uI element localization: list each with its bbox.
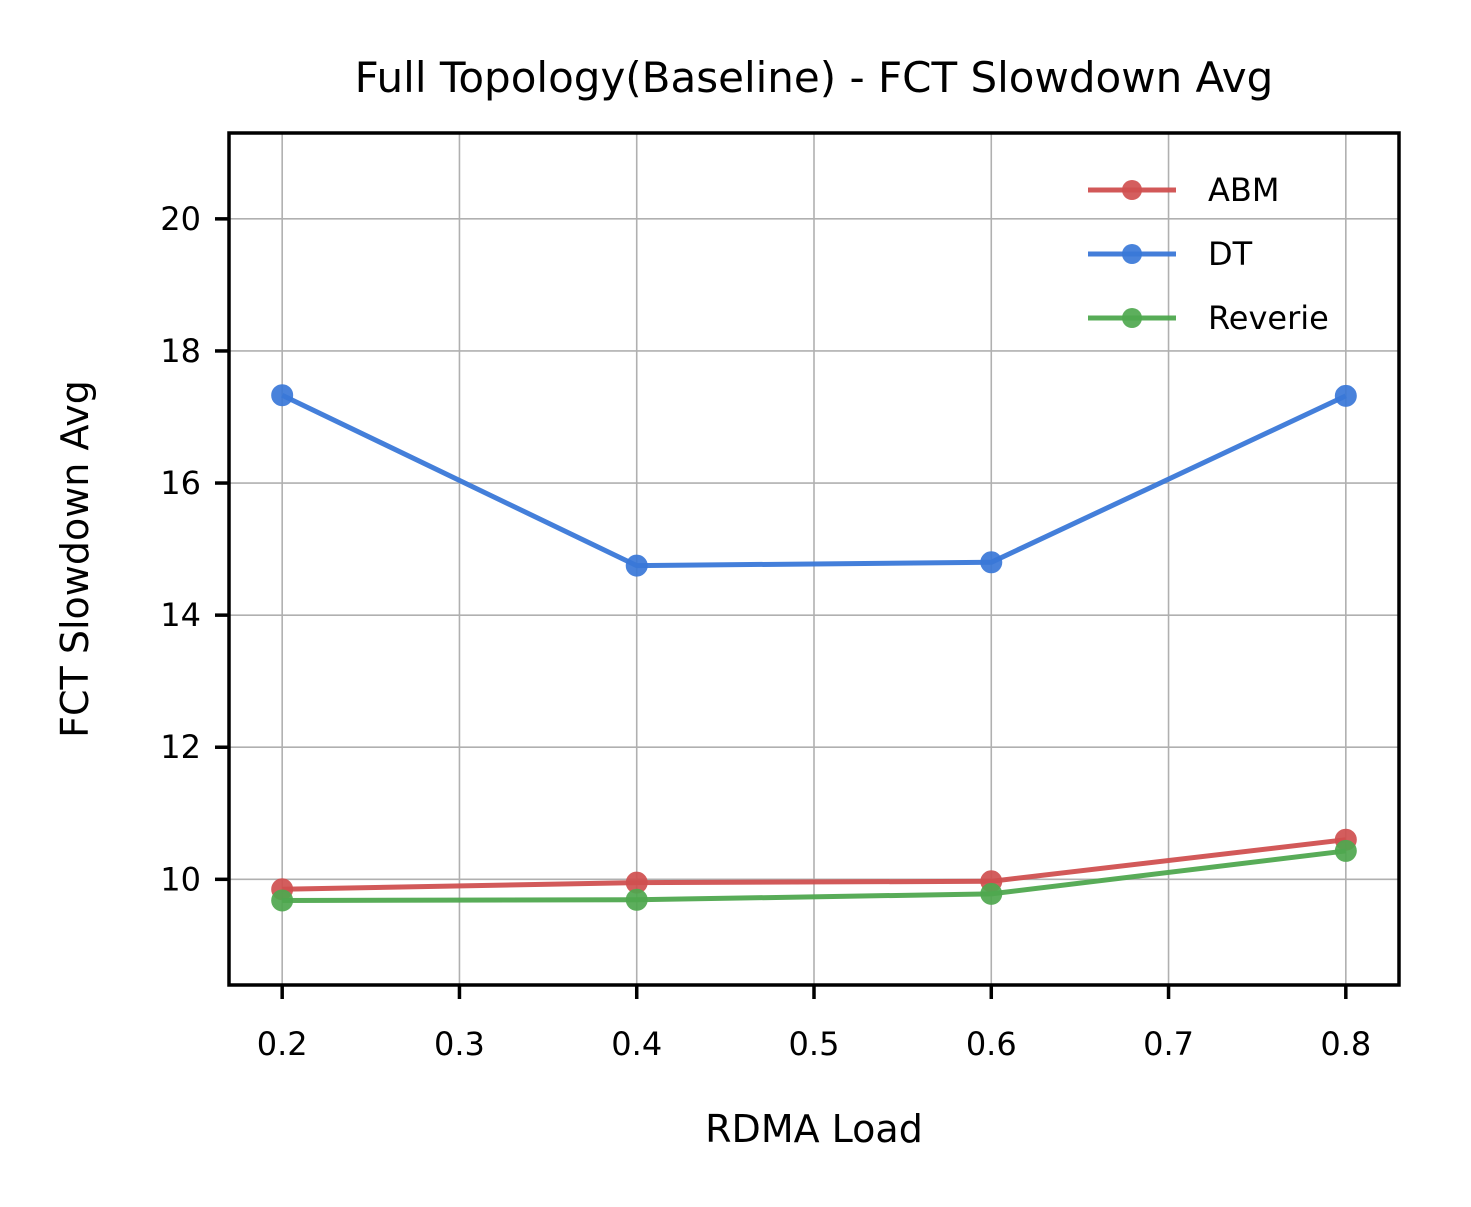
y-axis-title: FCT Slowdown Avg <box>53 380 97 738</box>
data-point-dt <box>1334 384 1357 407</box>
data-point-dt <box>980 551 1003 574</box>
series-line-abm <box>282 837 1347 892</box>
legend-label-abm: ABM <box>1208 171 1279 209</box>
y-tick-label: 10 <box>160 860 201 898</box>
ticks: 0.2 0.3 0.4 0.5 0.6 0.7 0.8 10 12 14 16 18 20 <box>160 200 1371 1063</box>
x-tick-label: 0.3 <box>434 1025 485 1063</box>
legend-marker-abm <box>1122 180 1142 200</box>
series-layer <box>271 384 1357 912</box>
x-tick-label: 0.7 <box>1143 1025 1194 1063</box>
data-point-reverie <box>625 888 648 911</box>
x-tick-label: 0.2 <box>257 1025 308 1063</box>
legend-marker-reverie <box>1122 308 1142 328</box>
y-tick-label: 18 <box>160 332 201 370</box>
legend-label-reverie: Reverie <box>1208 299 1329 337</box>
y-tick-label: 20 <box>160 200 201 238</box>
data-point-reverie <box>980 882 1003 905</box>
data-point-reverie <box>1334 839 1357 862</box>
data-point-dt <box>625 554 648 577</box>
legend-label-dt: DT <box>1208 235 1253 273</box>
y-tick-label: 16 <box>160 464 201 502</box>
x-tick-label: 0.5 <box>789 1025 840 1063</box>
data-point-reverie <box>271 889 294 912</box>
series-line-dt <box>281 392 1347 569</box>
legend: ABM DT Reverie <box>1088 171 1329 337</box>
x-tick-label: 0.6 <box>966 1025 1017 1063</box>
legend-marker-dt <box>1122 244 1142 264</box>
x-tick-label: 0.4 <box>611 1025 662 1063</box>
x-tick-label: 0.8 <box>1320 1025 1371 1063</box>
chart-title: Full Topology(Baseline) - FCT Slowdown A… <box>355 53 1274 102</box>
x-axis-title: RDMA Load <box>705 1107 923 1151</box>
series-line-reverie <box>282 848 1347 903</box>
data-point-dt <box>271 384 294 407</box>
y-tick-label: 14 <box>160 596 201 634</box>
y-tick-label: 12 <box>160 728 201 766</box>
